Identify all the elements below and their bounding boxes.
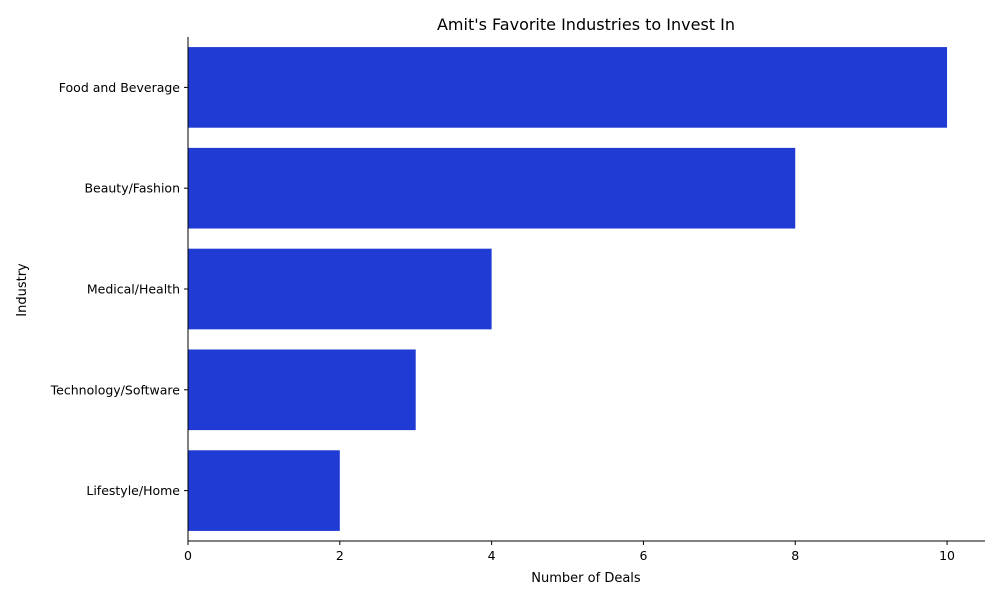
y-tick-label-0: Food and Beverage [59, 80, 181, 95]
bar-2 [188, 248, 492, 330]
chart-title: Amit's Favorite Industries to Invest In [437, 15, 735, 34]
y-tick-label-1: Beauty/Fashion [84, 181, 180, 196]
x-tick-label-3: 6 [639, 548, 647, 563]
y-tick-label-4: Lifestyle/Home [86, 483, 180, 498]
axes-spines [187, 37, 985, 542]
bar-3 [188, 349, 416, 431]
y-axis-label: Industry [15, 263, 30, 317]
x-ticks-group: 0 2 4 6 8 10 [184, 541, 955, 563]
x-tick-label-2: 4 [488, 548, 496, 563]
x-tick-label-4: 8 [791, 548, 799, 563]
y-tick-label-3: Technology/Software [50, 382, 181, 397]
x-tick-label-5: 10 [939, 548, 955, 563]
y-ticks-group: Food and Beverage Beauty/Fashion Medical/H… [50, 80, 188, 498]
bar-1 [188, 147, 796, 229]
x-axis-label: Number of Deals [531, 571, 641, 586]
y-tick-label-2: Medical/Health [87, 282, 180, 297]
bar-0 [188, 47, 948, 128]
x-tick-label-1: 2 [336, 548, 344, 563]
x-tick-label-0: 0 [184, 548, 192, 563]
bars-group [188, 47, 948, 531]
bar-4 [188, 450, 340, 531]
